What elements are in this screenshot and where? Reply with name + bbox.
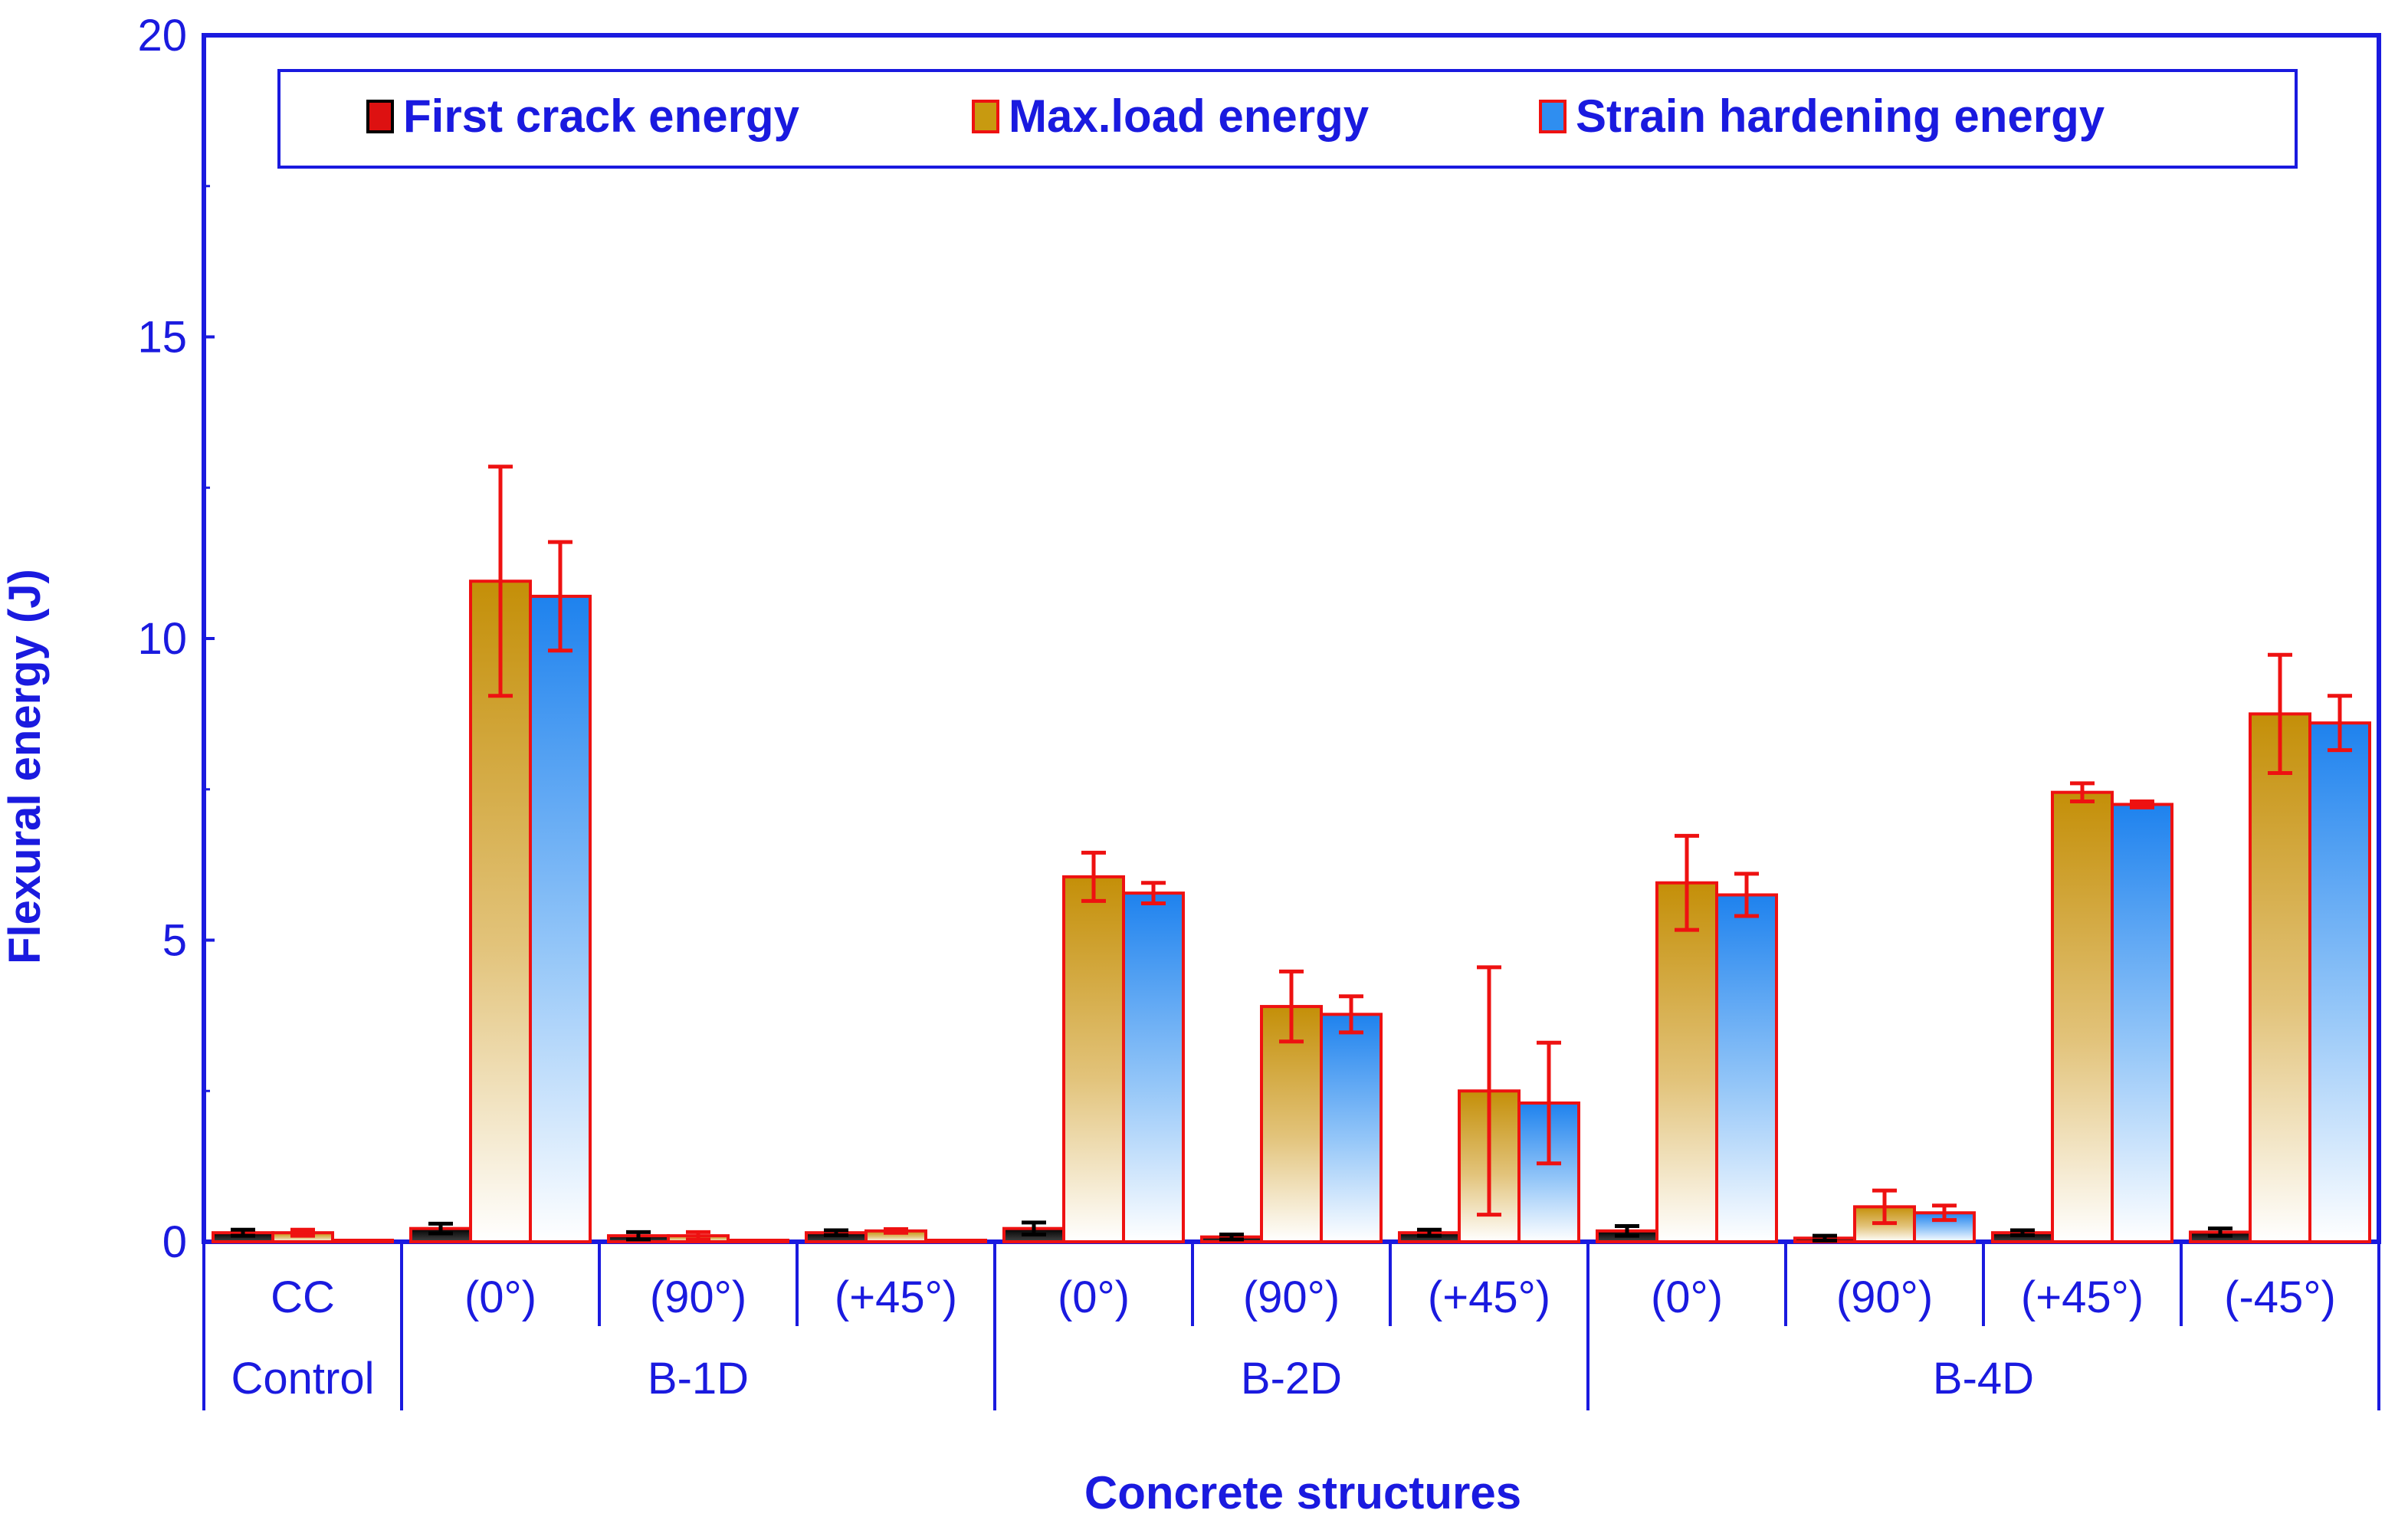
- x-category-label: (-45°): [2224, 1272, 2336, 1322]
- error-bars: [231, 465, 2352, 1243]
- y-tick-label: 0: [162, 1217, 187, 1267]
- y-axis-title: Flexural energy (J): [0, 569, 50, 964]
- x-axis-title: Concrete structures: [1084, 1467, 1521, 1519]
- x-category-label: (90°): [1243, 1272, 1340, 1322]
- legend-marker-blue: [1539, 100, 1567, 133]
- bars: [212, 579, 2371, 1244]
- bar-gold: [1655, 881, 1718, 1243]
- x-category-label: CC: [271, 1272, 335, 1322]
- x-category-label: (+45°): [2021, 1272, 2144, 1322]
- x-category-label: (90°): [650, 1272, 746, 1322]
- x-group-label: Control: [231, 1354, 375, 1404]
- y-tick-label: 5: [162, 916, 187, 966]
- bar-blue: [2111, 803, 2173, 1244]
- x-category-label: (0°): [1651, 1272, 1723, 1322]
- y-tick-label: 20: [137, 11, 187, 61]
- x-category-label: (+45°): [1428, 1272, 1550, 1322]
- x-group-label: B-1D: [648, 1354, 749, 1404]
- x-axis: CC (0°) (90°) (+45°) (0°) (90°) (+45°) (0°) (90°…: [202, 1242, 2380, 1410]
- legend-box: [277, 69, 2298, 169]
- legend-label: Max.load energy: [1009, 90, 1370, 142]
- bar-gold: [2051, 790, 2114, 1244]
- bar-blue: [727, 1239, 789, 1243]
- legend-label: Strain hardening energy: [1576, 90, 2105, 142]
- bar-blue: [924, 1239, 987, 1243]
- bar-blue: [331, 1239, 394, 1243]
- legend-marker-gold: [972, 100, 999, 133]
- bar-blue: [1320, 1013, 1383, 1244]
- bar-blue: [529, 594, 592, 1243]
- x-category-label: (0°): [1058, 1272, 1130, 1322]
- bar-blue: [1122, 891, 1185, 1243]
- x-category-label: (+45°): [835, 1272, 957, 1322]
- bar-gold: [2249, 712, 2311, 1243]
- x-group-label: B-2D: [1241, 1354, 1342, 1404]
- x-category-label: (90°): [1836, 1272, 1933, 1322]
- x-category-label: (0°): [464, 1272, 536, 1322]
- y-tick-label: 15: [137, 313, 187, 363]
- bar-blue: [2308, 721, 2371, 1243]
- bar-blue: [1715, 893, 1778, 1243]
- y-axis: 0 5 10 15 20: [137, 11, 215, 1267]
- y-tick-label: 10: [137, 614, 187, 664]
- bar-gold: [1062, 875, 1125, 1243]
- legend: First crack energy Max.load energy Strain …: [277, 69, 2298, 169]
- legend-marker-dark: [366, 100, 394, 133]
- legend-label: First crack energy: [403, 90, 800, 142]
- x-group-label: B-4D: [1933, 1354, 2034, 1404]
